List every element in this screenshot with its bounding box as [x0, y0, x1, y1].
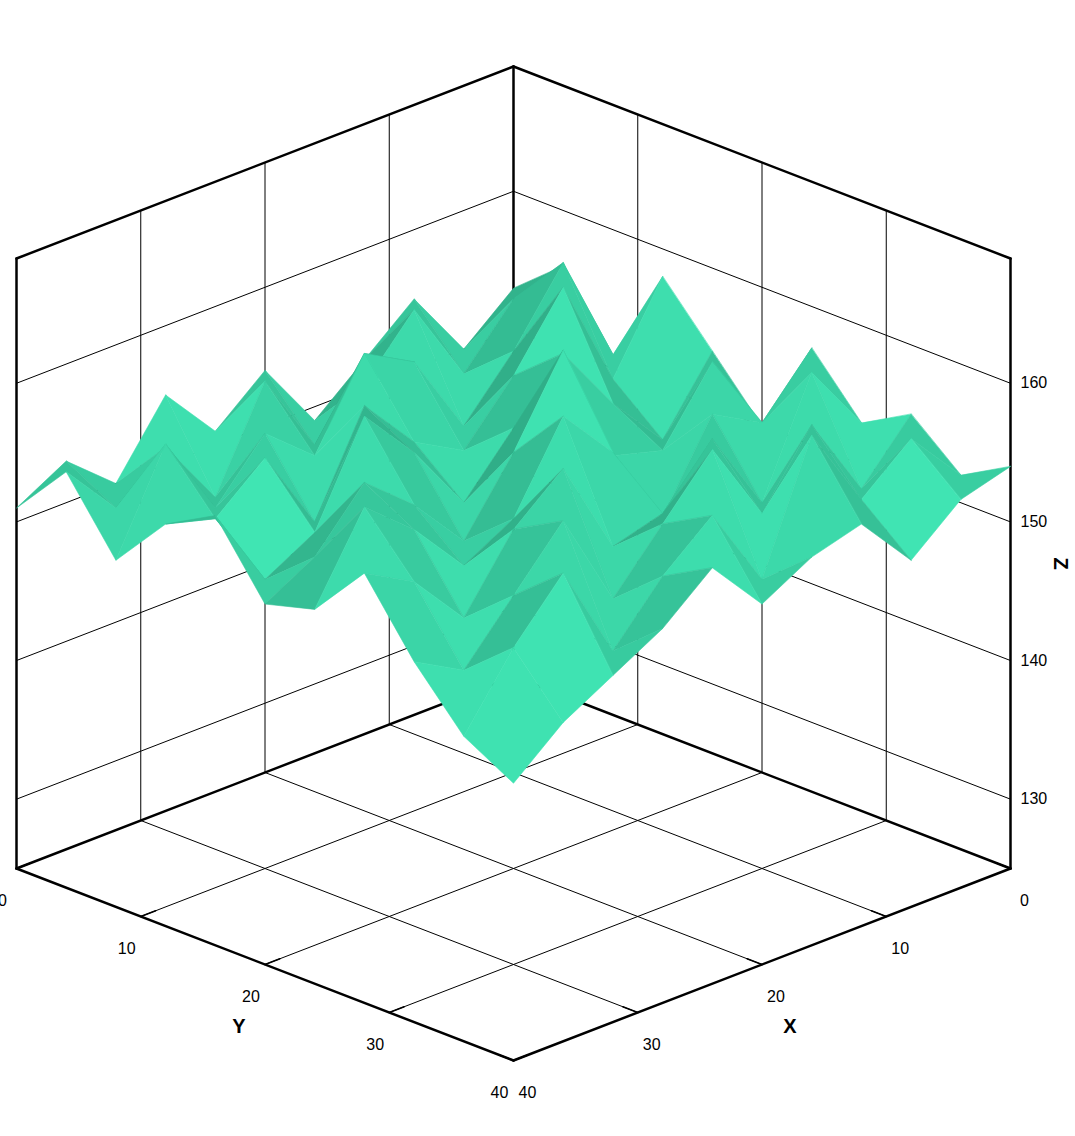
svg-text:Y: Y — [232, 1015, 246, 1037]
svg-text:X: X — [783, 1015, 797, 1037]
svg-text:130: 130 — [1021, 790, 1048, 807]
svg-text:10: 10 — [891, 940, 909, 957]
svg-text:30: 30 — [643, 1036, 661, 1053]
svg-text:0: 0 — [0, 892, 7, 909]
svg-text:160: 160 — [1021, 374, 1048, 391]
svg-text:140: 140 — [1021, 652, 1048, 669]
svg-text:20: 20 — [767, 988, 785, 1005]
svg-text:10: 10 — [118, 940, 136, 957]
svg-text:40: 40 — [491, 1084, 509, 1101]
svg-text:150: 150 — [1021, 513, 1048, 530]
svg-text:0: 0 — [1020, 892, 1029, 909]
svg-text:30: 30 — [366, 1036, 384, 1053]
svg-text:40: 40 — [519, 1084, 537, 1101]
svg-text:20: 20 — [242, 988, 260, 1005]
svg-text:Z: Z — [1050, 557, 1072, 569]
